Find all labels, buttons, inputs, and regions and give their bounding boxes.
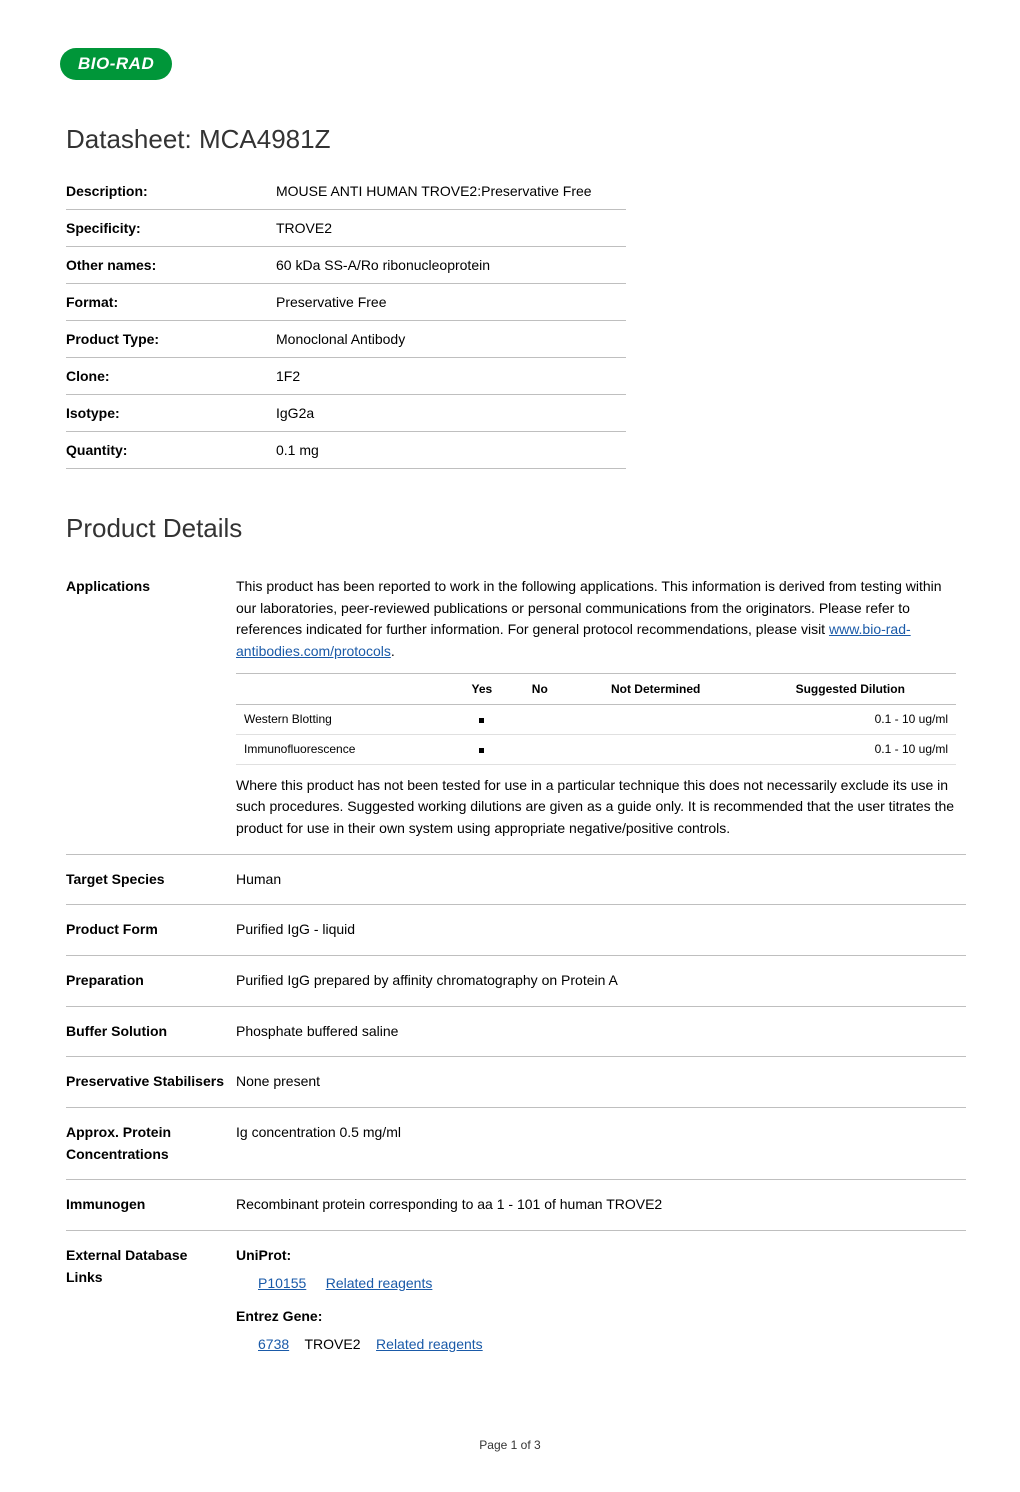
row-target-species: Target Species Human: [66, 854, 966, 905]
spec-label: Quantity:: [66, 432, 276, 469]
dot-icon: [479, 718, 484, 723]
buffer-solution-value: Phosphate buffered saline: [236, 1006, 966, 1057]
spec-row: Isotype:IgG2a: [66, 395, 626, 432]
apps-row-name: Immunofluorescence: [236, 734, 451, 764]
apps-th-no: No: [513, 673, 567, 705]
details-table: Applications This product has been repor…: [66, 562, 966, 1368]
spec-label: Description:: [66, 173, 276, 210]
dot-icon: [479, 748, 484, 753]
spec-row: Description:MOUSE ANTI HUMAN TROVE2:Pres…: [66, 173, 626, 210]
immunogen-label: Immunogen: [66, 1180, 236, 1231]
row-approx-protein: Approx. Protein Concentrations Ig concen…: [66, 1108, 966, 1180]
entrez-heading: Entrez Gene:: [236, 1306, 956, 1328]
applications-intro-suffix: .: [391, 643, 395, 659]
entrez-name: TROVE2: [304, 1336, 360, 1352]
external-db-label: External Database Links: [66, 1231, 236, 1368]
preparation-label: Preparation: [66, 955, 236, 1006]
row-buffer-solution: Buffer Solution Phosphate buffered salin…: [66, 1006, 966, 1057]
spec-row: Format:Preservative Free: [66, 284, 626, 321]
apps-row-notdet: [567, 705, 745, 735]
uniprot-related-link[interactable]: Related reagents: [326, 1275, 433, 1291]
row-external-db: External Database Links UniProt: P10155 …: [66, 1231, 966, 1368]
row-preparation: Preparation Purified IgG prepared by aff…: [66, 955, 966, 1006]
spec-row: Clone:1F2: [66, 358, 626, 395]
external-db-value: UniProt: P10155 Related reagents Entrez …: [236, 1231, 966, 1368]
spec-value: 60 kDa SS-A/Ro ribonucleoprotein: [276, 247, 626, 284]
spec-label: Isotype:: [66, 395, 276, 432]
spec-value: 0.1 mg: [276, 432, 626, 469]
apps-th-suggested: Suggested Dilution: [745, 673, 956, 705]
apps-row-no: [513, 734, 567, 764]
spec-value: IgG2a: [276, 395, 626, 432]
uniprot-id-link[interactable]: P10155: [258, 1275, 306, 1291]
row-applications: Applications This product has been repor…: [66, 562, 966, 854]
row-preservative: Preservative Stabilisers None present: [66, 1057, 966, 1108]
spec-label: Specificity:: [66, 210, 276, 247]
apps-row-yes: [451, 734, 513, 764]
spec-value: TROVE2: [276, 210, 626, 247]
apps-row: Western Blotting 0.1 - 10 ug/ml: [236, 705, 956, 735]
applications-note: Where this product has not been tested f…: [236, 775, 956, 840]
product-form-value: Purified IgG - liquid: [236, 905, 966, 956]
target-species-label: Target Species: [66, 854, 236, 905]
apps-th-notdet: Not Determined: [567, 673, 745, 705]
spec-value: MOUSE ANTI HUMAN TROVE2:Preservative Fre…: [276, 173, 626, 210]
immunogen-value: Recombinant protein corresponding to aa …: [236, 1180, 966, 1231]
page-footer: Page 1 of 3: [60, 1438, 960, 1452]
apps-th-yes: Yes: [451, 673, 513, 705]
spec-table: Description:MOUSE ANTI HUMAN TROVE2:Pres…: [66, 173, 626, 469]
row-product-form: Product Form Purified IgG - liquid: [66, 905, 966, 956]
spec-value: Preservative Free: [276, 284, 626, 321]
applications-inner-table: Yes No Not Determined Suggested Dilution…: [236, 673, 956, 765]
preservative-value: None present: [236, 1057, 966, 1108]
spec-value: Monoclonal Antibody: [276, 321, 626, 358]
datasheet-title: Datasheet: MCA4981Z: [60, 124, 960, 155]
preparation-value: Purified IgG prepared by affinity chroma…: [236, 955, 966, 1006]
spec-label: Other names:: [66, 247, 276, 284]
apps-row-yes: [451, 705, 513, 735]
row-immunogen: Immunogen Recombinant protein correspond…: [66, 1180, 966, 1231]
target-species-value: Human: [236, 854, 966, 905]
approx-protein-label: Approx. Protein Concentrations: [66, 1108, 236, 1180]
apps-row-notdet: [567, 734, 745, 764]
apps-row-name: Western Blotting: [236, 705, 451, 735]
apps-row-suggested: 0.1 - 10 ug/ml: [745, 705, 956, 735]
entrez-related-link[interactable]: Related reagents: [376, 1336, 483, 1352]
spec-label: Format:: [66, 284, 276, 321]
applications-label: Applications: [66, 562, 236, 854]
apps-th-blank: [236, 673, 451, 705]
spec-label: Product Type:: [66, 321, 276, 358]
entrez-id-link[interactable]: 6738: [258, 1336, 289, 1352]
spec-value: 1F2: [276, 358, 626, 395]
apps-row: Immunofluorescence 0.1 - 10 ug/ml: [236, 734, 956, 764]
buffer-solution-label: Buffer Solution: [66, 1006, 236, 1057]
spec-row: Quantity:0.1 mg: [66, 432, 626, 469]
spec-row: Other names:60 kDa SS-A/Ro ribonucleopro…: [66, 247, 626, 284]
spec-label: Clone:: [66, 358, 276, 395]
preservative-label: Preservative Stabilisers: [66, 1057, 236, 1108]
applications-value: This product has been reported to work i…: [236, 562, 966, 854]
approx-protein-value: Ig concentration 0.5 mg/ml: [236, 1108, 966, 1180]
logo: BIO-RAD: [60, 48, 172, 80]
product-form-label: Product Form: [66, 905, 236, 956]
product-details-title: Product Details: [60, 513, 960, 544]
spec-row: Product Type:Monoclonal Antibody: [66, 321, 626, 358]
uniprot-heading: UniProt:: [236, 1245, 956, 1267]
spec-row: Specificity:TROVE2: [66, 210, 626, 247]
apps-row-suggested: 0.1 - 10 ug/ml: [745, 734, 956, 764]
apps-row-no: [513, 705, 567, 735]
